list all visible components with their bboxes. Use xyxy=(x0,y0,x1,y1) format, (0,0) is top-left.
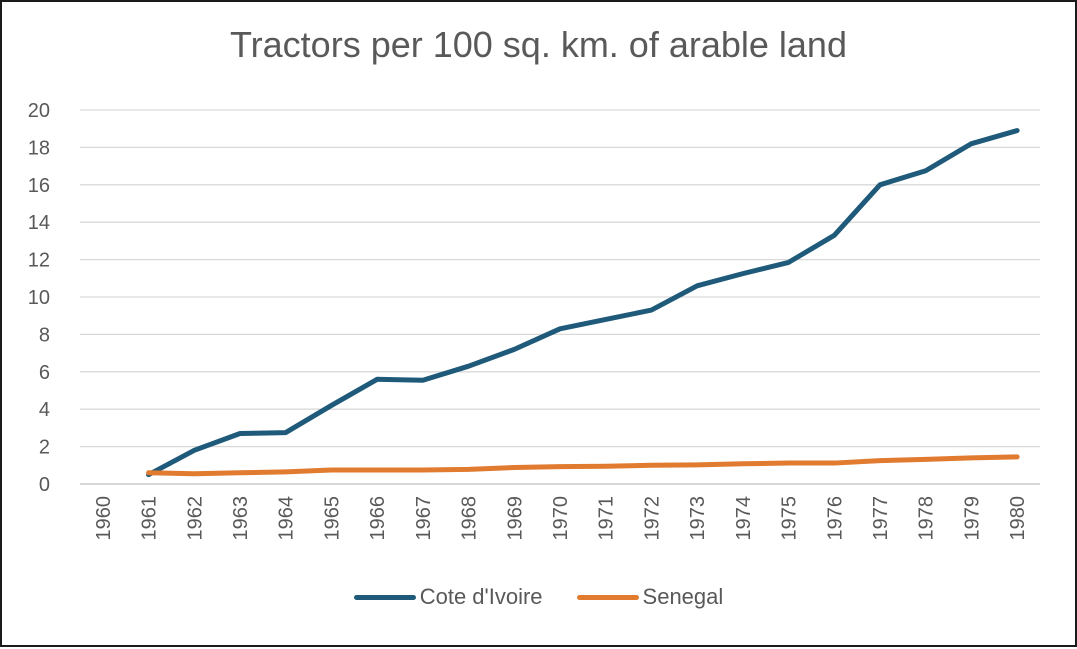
legend-swatch-senegal xyxy=(576,594,639,600)
y-tick-label: 14 xyxy=(28,212,50,234)
legend-item-cote-divoire: Cote d'Ivoire xyxy=(353,584,543,610)
y-tick-label: 16 xyxy=(28,175,50,197)
legend-label-senegal: Senegal xyxy=(642,584,724,609)
y-tick-label: 12 xyxy=(28,250,50,272)
x-tick-label: 1980 xyxy=(1007,496,1029,541)
x-tick-label: 1970 xyxy=(550,496,572,541)
y-tick-label: 18 xyxy=(28,137,50,159)
y-tick-label: 20 xyxy=(28,100,50,122)
legend-label-cote-divoire: Cote d'Ivoire xyxy=(419,584,543,609)
x-tick-label: 1979 xyxy=(961,496,983,541)
chart-title: Tractors per 100 sq. km. of arable land xyxy=(230,24,847,65)
legend: Cote d'Ivoire Senegal xyxy=(2,584,1075,610)
y-tick-label: 4 xyxy=(39,399,50,421)
series-line-senegal xyxy=(146,454,1020,477)
x-tick-label: 1971 xyxy=(596,496,618,541)
x-tick-label: 1976 xyxy=(824,496,846,541)
x-tick-label: 1975 xyxy=(779,496,801,541)
legend-swatch-cote-divoire xyxy=(353,594,416,600)
x-tick-label: 1969 xyxy=(504,496,526,541)
x-tick-label: 1966 xyxy=(367,496,389,541)
y-tick-label: 2 xyxy=(39,437,50,459)
x-tick-label: 1978 xyxy=(916,496,938,541)
x-tick-label: 1963 xyxy=(230,496,252,541)
x-tick-label: 1973 xyxy=(687,496,709,541)
x-tick-label: 1974 xyxy=(733,496,755,541)
x-tick-label: 1972 xyxy=(641,496,663,541)
x-tick-label: 1965 xyxy=(321,496,343,541)
x-tick-label: 1968 xyxy=(459,496,481,541)
x-tick-label: 1977 xyxy=(870,496,892,541)
y-tick-label: 6 xyxy=(39,362,50,384)
x-tick-label: 1964 xyxy=(276,496,298,541)
series-line-cote-d-ivoire xyxy=(146,128,1020,478)
y-tick-label: 0 xyxy=(39,474,50,496)
y-tick-label: 8 xyxy=(39,324,50,346)
legend-item-senegal: Senegal xyxy=(576,584,724,610)
y-tick-label: 10 xyxy=(28,287,50,309)
x-tick-label: 1960 xyxy=(93,496,115,541)
x-tick-label: 1962 xyxy=(184,496,206,541)
x-tick-label: 1967 xyxy=(413,496,435,541)
x-tick-label: 1961 xyxy=(139,496,161,541)
